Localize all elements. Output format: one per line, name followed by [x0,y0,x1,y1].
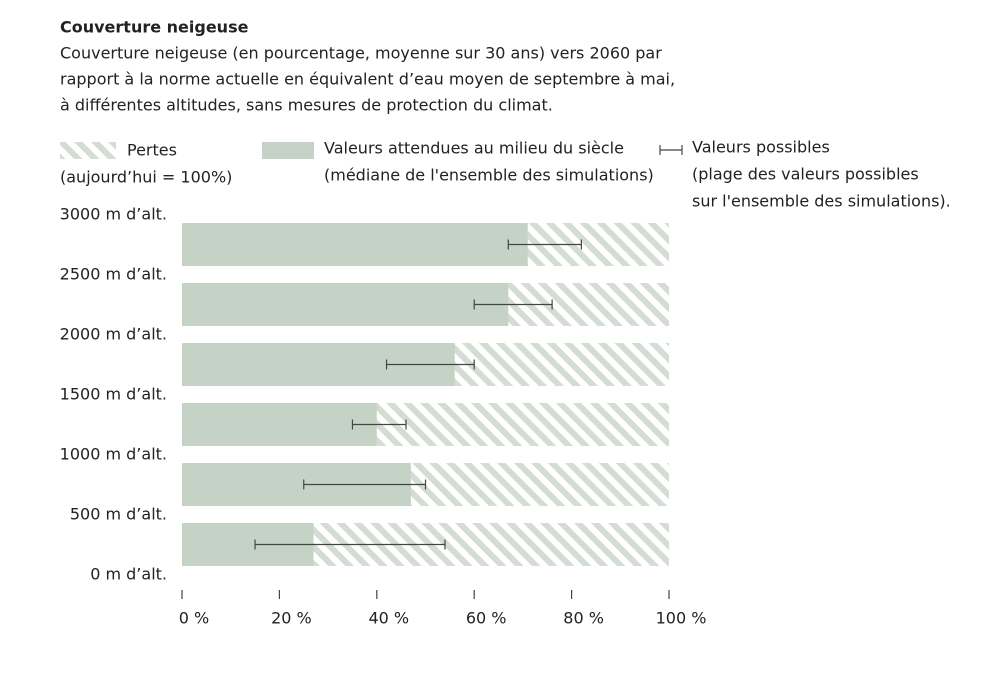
bar [182,223,528,266]
subtitle: à différentes altitudes, sans mesures de… [60,96,553,115]
legend-label: Valeurs attendues au milieu du siècle [324,139,624,158]
bar [182,283,509,326]
x-tick-label: 0 % [179,609,209,628]
bar [182,403,377,446]
x-tick-label: 100 % [656,609,707,628]
subtitle: Couverture neigeuse (en pourcentage, moy… [60,44,662,63]
y-tick-label: 1000 m d’alt. [60,445,167,464]
y-tick-label: 0 m d’alt. [90,565,167,584]
subtitle: rapport à la norme actuelle en équivalen… [60,70,675,89]
x-tick-label: 60 % [466,609,507,628]
y-tick-label: 3000 m d’alt. [60,205,167,224]
y-tick-label: 1500 m d’alt. [60,385,167,404]
x-tick-label: 20 % [271,609,312,628]
legend-swatch [60,142,116,159]
y-tick-label: 500 m d’alt. [70,505,167,524]
legend-label: (médiane de l'ensemble des simulations) [324,166,654,185]
y-tick-label: 2500 m d’alt. [60,265,167,284]
x-tick-label: 40 % [368,609,409,628]
legend-label: Pertes [127,141,177,160]
x-tick-label: 80 % [563,609,604,628]
legend-label: (plage des valeurs possibles [692,165,919,184]
chart-title: Couverture neigeuse [60,18,249,37]
legend-swatch [262,142,314,159]
y-tick-label: 2000 m d’alt. [60,325,167,344]
legend-label: Valeurs possibles [692,138,830,157]
legend-label: (aujourd’hui = 100%) [60,168,232,187]
legend-label: sur l'ensemble des simulations). [692,192,951,211]
